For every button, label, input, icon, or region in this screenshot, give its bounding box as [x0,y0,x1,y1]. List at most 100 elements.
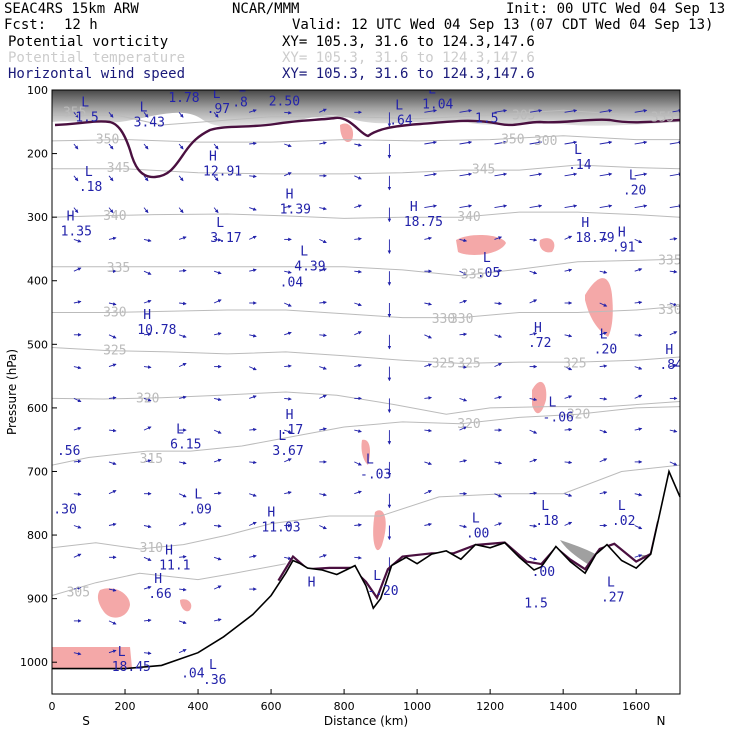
wind-arrow [73,525,82,529]
extrema-symbol: L [213,87,221,102]
extrema-value: .91 [612,241,635,256]
wind-arrow [284,110,292,115]
wind-arrow [178,649,187,654]
field-name-theta: Potential temperature [8,50,186,66]
theta-label: 305 [67,585,90,600]
extrema-value: 6.15 [170,438,201,453]
extrema-symbol: L [81,95,89,110]
extrema-value: 3.17 [210,231,241,246]
wind-arrow [284,364,292,368]
wind-arrow [213,270,222,275]
wind-arrow [319,141,327,145]
theta-label: 340 [103,209,126,224]
wind-arrow [354,237,362,241]
wind-arrow [354,429,362,433]
wind-arrow [73,143,79,150]
theta-label: 320 [136,391,159,406]
extrema-value: .18 [535,514,558,529]
wind-arrow [494,301,503,306]
valid-time: Valid: 12 UTC Wed 04 Sep 13 (07 CDT Wed … [292,17,714,33]
x-tick-label: 1200 [476,700,504,713]
extrema-value: .56 [57,444,80,459]
extrema-value: .8 [232,96,248,111]
extrema-value: .72 [528,336,551,351]
x-axis-label: Distance (km) [324,714,408,728]
wind-arrow [213,332,222,336]
extrema-value: 1.04 [422,98,453,113]
extrema-symbol: H [534,321,542,336]
extrema-symbol: L [176,423,184,438]
wind-arrow [143,175,149,182]
axes: 0 200 400 600 800 1000 1200 1400 1600 100 200 300 40… [5,84,665,728]
wind-arrow [249,554,257,559]
extrema-symbol: H [308,575,316,590]
wind-arrow [73,651,82,656]
init-time: Init: 00 UTC Wed 04 Sep 13 [506,1,726,17]
wind-arrow [249,427,257,432]
wind-arrow [143,397,152,402]
wind-arrow [459,109,473,113]
y-tick-label: 700 [27,465,48,478]
wind-vectors [73,108,680,656]
wind-arrow [213,585,222,590]
x-tick-label: 400 [188,700,209,713]
field-xy-pv: XY= 105.3, 31.6 to 124.3,147.6 [282,34,535,50]
extrema-value: .64 [389,113,413,128]
wind-arrow [529,397,538,402]
x-tick-label: 1400 [549,700,577,713]
pv-shade-lower [560,540,652,575]
extrema-symbol: L [85,165,93,180]
wind-arrow [529,109,543,113]
extrema-value: .17 [280,423,303,438]
wind-arrow [143,332,152,337]
wind-arrow [108,428,117,433]
wind-arrow [143,459,152,463]
wind-arrow [73,300,82,304]
wind-arrow [213,299,222,304]
wind-arrow [108,334,117,339]
header: SEAC4RS 15km ARW NCAR/MMM Init: 00 UTC W… [0,0,740,86]
wind-arrow [564,109,578,113]
wind-arrow [73,397,82,403]
fcst-label: Fcst: [4,17,47,33]
wind-arrow [108,143,114,150]
theta-contour-line [52,211,680,219]
wind-arrow [249,493,257,497]
wind-arrow [179,268,187,273]
extrema-value: 3.43 [134,115,165,130]
wind-arrow [564,521,573,526]
wind-arrow [354,490,362,495]
theta-label: 350 [501,133,524,148]
extrema-value: 1.5 [75,110,98,125]
wind-arrow [599,331,608,336]
extrema-symbol: L [366,453,374,468]
y-axis-label: Pressure (hPa) [5,349,19,435]
wind-arrow [529,299,538,304]
wind-arrow [249,333,257,338]
wind-arrow [108,620,117,625]
wind-arrow [634,366,643,370]
wind-arrow [424,428,432,433]
wind-arrow [669,237,678,241]
field-name-wind: Horizontal wind speed [8,66,186,82]
negative-pv-patch [585,278,613,337]
theta-label: 330 [450,312,473,327]
extrema-symbol: L [618,499,626,514]
wind-arrow [634,238,643,244]
theta-label: 335 [461,267,484,282]
wind-arrow [143,238,152,243]
wind-arrow [424,522,432,527]
wind-arrow [529,491,538,496]
wind-arrow [634,333,643,338]
wind-arrow [143,112,149,118]
wind-arrow [178,112,184,118]
wind-arrow [319,238,327,244]
wind-arrow [319,427,327,431]
wind-arrow [354,204,362,209]
wind-arrow [213,397,222,402]
extrema-value: .66 [148,587,171,602]
wind-arrow [669,363,678,368]
wind-arrow [424,302,432,306]
wind-arrow [424,172,437,177]
